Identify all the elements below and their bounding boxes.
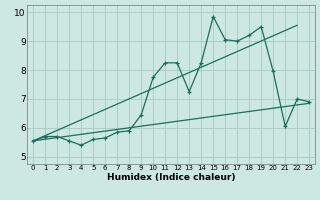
X-axis label: Humidex (Indice chaleur): Humidex (Indice chaleur) [107, 173, 236, 182]
